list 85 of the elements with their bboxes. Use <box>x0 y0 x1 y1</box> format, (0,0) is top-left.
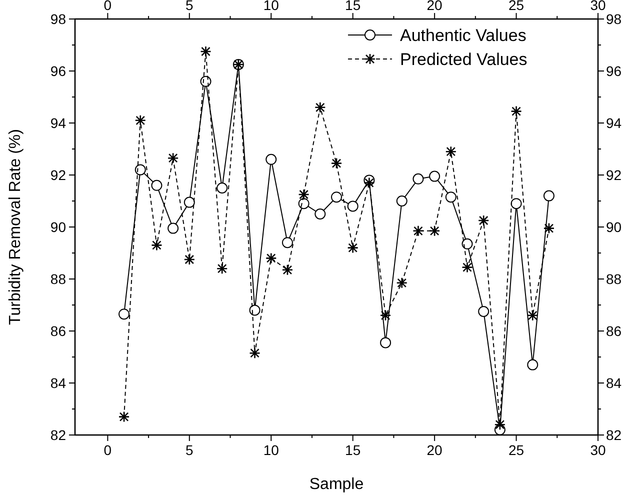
point <box>527 359 538 370</box>
point <box>249 347 260 359</box>
point <box>298 198 310 210</box>
x2-tick-label: 5 <box>186 442 194 458</box>
point <box>134 114 146 126</box>
point <box>526 310 538 322</box>
point <box>462 262 473 273</box>
y2-tick-label: 92 <box>606 167 622 183</box>
y-tick-label: 96 <box>50 63 66 79</box>
point <box>445 192 456 203</box>
point <box>380 310 392 322</box>
x2-tick-label: 0 <box>104 442 112 458</box>
point <box>330 158 342 169</box>
x-axis-title: Sample <box>309 476 364 493</box>
point <box>510 198 522 210</box>
point <box>478 214 490 226</box>
point <box>168 222 179 234</box>
x2-tick-label: 10 <box>263 442 280 458</box>
point <box>462 238 473 250</box>
x2-tick-label: 15 <box>345 442 361 458</box>
x-tick-label: 30 <box>590 0 606 13</box>
point <box>396 277 408 289</box>
point <box>314 102 326 114</box>
point <box>347 200 358 212</box>
point <box>200 46 212 58</box>
y-tick-label: 84 <box>50 375 66 391</box>
point <box>265 252 277 264</box>
x-tick-label: 5 <box>186 0 194 13</box>
y-axis-title: Turbidity Removal Rate (%) <box>7 129 24 325</box>
y2-tick-label: 98 <box>606 11 622 27</box>
point <box>510 106 522 117</box>
point <box>151 180 162 191</box>
point <box>216 262 228 274</box>
point <box>380 337 392 348</box>
x-tick-label: 15 <box>345 0 361 13</box>
y-tick-label: 98 <box>50 11 66 27</box>
x2-tick-label: 20 <box>426 442 443 458</box>
point <box>298 188 310 200</box>
y2-tick-label: 84 <box>606 375 622 391</box>
x-tick-label: 20 <box>426 0 443 13</box>
y2-tick-label: 88 <box>606 271 622 287</box>
y-tick-label: 88 <box>50 271 66 287</box>
y2-tick-label: 82 <box>606 427 622 443</box>
point <box>396 196 408 206</box>
y2-tick-label: 86 <box>606 323 622 339</box>
point <box>282 237 293 248</box>
point <box>543 222 555 234</box>
point <box>412 225 424 237</box>
point <box>412 173 424 184</box>
x2-tick-label: 30 <box>590 442 606 458</box>
y-tick-label: 94 <box>50 115 66 131</box>
point <box>429 170 440 182</box>
point <box>134 164 146 176</box>
x2-tick-label: 25 <box>508 442 524 458</box>
point <box>494 418 506 430</box>
point <box>184 254 196 266</box>
point <box>347 242 358 254</box>
point <box>118 411 130 422</box>
point <box>266 154 277 165</box>
point <box>282 264 294 276</box>
point <box>167 152 179 164</box>
y-tick-label: 90 <box>50 219 66 235</box>
point <box>151 240 162 251</box>
y-tick-label: 86 <box>50 323 66 339</box>
y-tick-label: 92 <box>50 167 66 183</box>
x-tick-label: 0 <box>104 0 112 13</box>
x-tick-label: 10 <box>263 0 280 13</box>
point <box>478 306 490 317</box>
point <box>428 225 440 237</box>
y2-tick-label: 90 <box>606 219 622 235</box>
point <box>249 304 260 316</box>
point <box>216 182 228 194</box>
point <box>331 192 342 203</box>
y2-tick-label: 96 <box>606 63 622 79</box>
legend-label: Predicted Values <box>400 50 528 69</box>
point <box>314 208 326 220</box>
point <box>364 177 375 188</box>
point <box>184 196 195 208</box>
y2-tick-label: 94 <box>606 115 622 131</box>
legend-label: Authentic Values <box>400 26 526 45</box>
y-tick-label: 82 <box>50 427 66 443</box>
x-tick-label: 25 <box>508 0 524 13</box>
point <box>445 146 457 158</box>
point <box>118 308 130 320</box>
point <box>543 190 554 202</box>
